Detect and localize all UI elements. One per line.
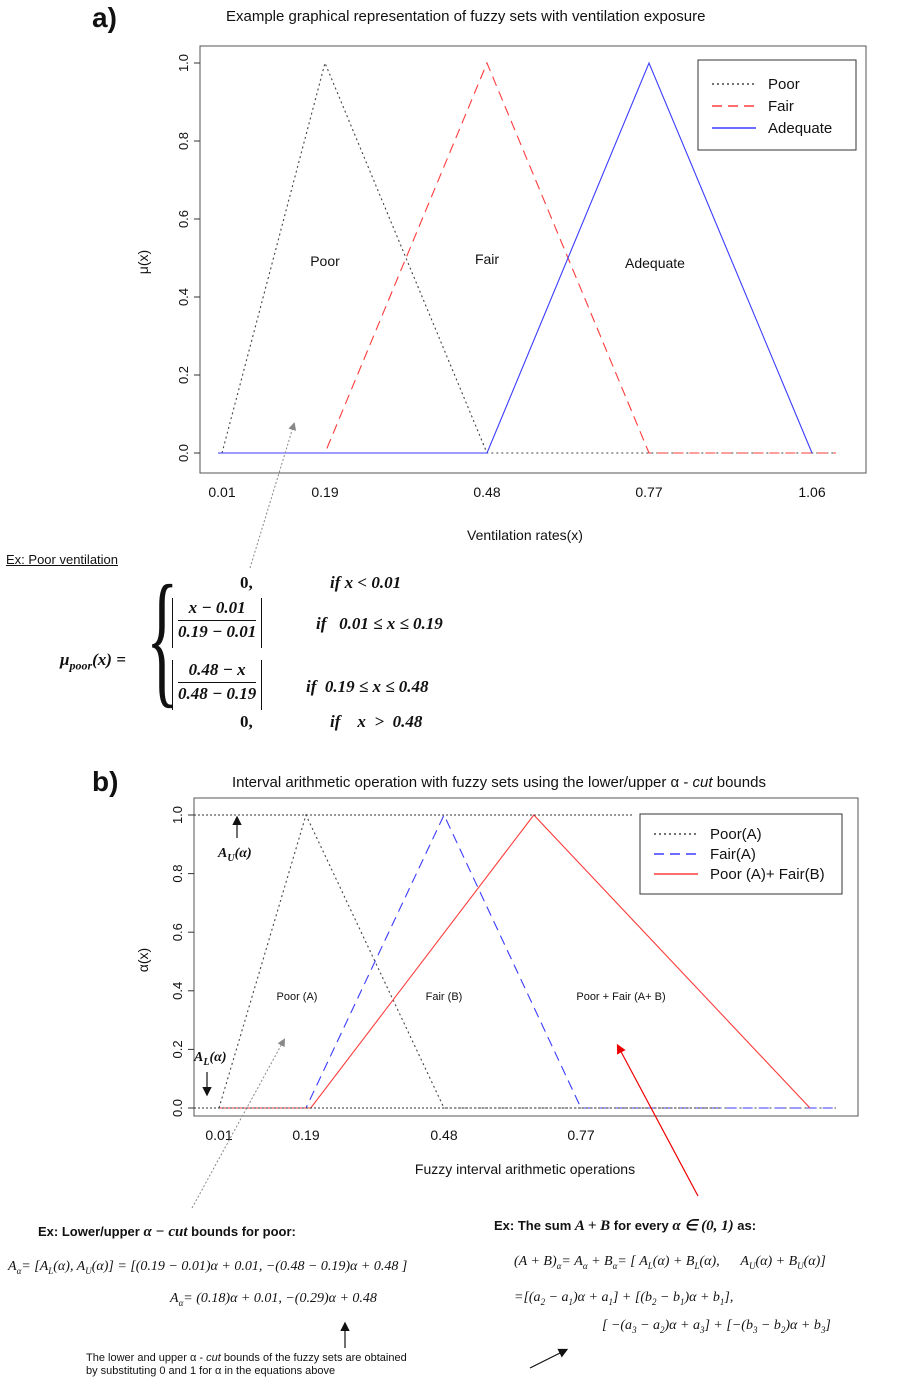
legend-label: Fair <box>768 98 794 115</box>
y-axis-label: μ(x) <box>135 250 151 274</box>
region-label: Poor + Fair (A+ B) <box>576 991 665 1003</box>
x-axis-label: Ventilation rates(x) <box>467 527 583 543</box>
y-tick-label: 0.0 <box>170 1099 185 1117</box>
ex-right-line3: [ −(a3 − a2)α + a3] + [−(b3 − b2)α + b3] <box>602 1318 831 1335</box>
region-label: Poor (A) <box>277 991 318 1003</box>
ex-right-title: Ex: The sum A + B for every α ∈ (0, 1) a… <box>494 1218 757 1234</box>
x-tick-label: 1.06 <box>798 484 825 500</box>
ex-left-line2: Aα= (0.18)α + 0.01, −(0.29)α + 0.48 <box>170 1291 377 1308</box>
y-tick-label: 0.2 <box>176 366 191 384</box>
x-tick-label: 0.19 <box>292 1127 319 1143</box>
region-label: Poor <box>310 253 340 269</box>
y-axis-label: α(x) <box>135 948 151 972</box>
formula-row3-cond: if 0.19 ≤ x ≤ 0.48 <box>306 677 429 696</box>
y-tick-label: 1.0 <box>176 54 191 72</box>
y-tick-label: 0.6 <box>176 210 191 228</box>
al-label: AL(α) <box>194 1050 227 1068</box>
region-label: Fair <box>475 251 499 267</box>
ex-right-line1: (A + B)α= Aα + Bα= [ AL(α) + BL(α), AU(α… <box>514 1254 826 1271</box>
pointer-arrow-b-right <box>616 1043 699 1197</box>
x-tick-label: 0.77 <box>635 484 662 500</box>
legend-box <box>639 813 843 895</box>
region-label: Fair (B) <box>426 991 463 1003</box>
y-tick-label: 0.0 <box>176 444 191 462</box>
y-tick-label: 0.2 <box>170 1040 185 1058</box>
y-tick-label: 0.8 <box>176 132 191 150</box>
y-tick-label: 1.0 <box>170 806 185 824</box>
formula-row2-cond: if 0.01 ≤ x ≤ 0.19 <box>316 614 443 633</box>
ex-left-title: Ex: Lower/upper α − cut bounds for poor: <box>38 1224 296 1240</box>
formula-row1-cond: if x < 0.01 <box>330 573 402 592</box>
y-tick-label: 0.4 <box>176 288 191 306</box>
formula-row4-cond: if x > 0.48 <box>330 712 423 731</box>
legend-box <box>697 59 857 151</box>
y-tick-label: 0.8 <box>170 865 185 883</box>
pointer-arrow-a <box>249 422 297 569</box>
formula-row3-expr: 0.48 − x 0.48 − 0.19 <box>172 660 263 710</box>
note-line1: The lower and upper α - cut bounds of th… <box>86 1352 407 1364</box>
x-tick-label: 0.77 <box>567 1127 594 1143</box>
example-poor-label: Ex: Poor ventilation <box>6 552 119 567</box>
panel-b-title: Interval arithmetic operation with fuzzy… <box>232 774 766 791</box>
ex-right-line2: =[(a2 − a1)α + a1] + [(b2 − b1)α + b1], <box>514 1290 734 1307</box>
chart-a: 0.0 0.2 0.4 0.6 0.8 1.0 0.01 0.19 0.48 0.77 1.06 Ve… <box>135 45 867 543</box>
series-adequate <box>218 61 813 454</box>
legend-label: Adequate <box>768 120 832 137</box>
note-text: The lower and upper α - cut bounds of th… <box>86 1352 407 1378</box>
legend-label: Fair(A) <box>710 846 756 863</box>
note-line2: by substituting 0 and 1 for α in the equ… <box>86 1365 336 1377</box>
plot-frame <box>193 797 859 1117</box>
y-tick-label: 0.4 <box>170 982 185 1000</box>
x-tick-label: 0.01 <box>205 1127 232 1143</box>
x-tick-label: 0.48 <box>473 484 500 500</box>
x-tick-label: 0.01 <box>208 484 235 500</box>
note-arrow-right <box>529 1348 569 1369</box>
panel-b-letter: b) <box>92 766 119 797</box>
x-axis-label: Fuzzy interval arithmetic operations <box>415 1161 635 1177</box>
region-label: Adequate <box>625 255 685 271</box>
series-poor-a-fair-b- <box>219 814 811 1109</box>
x-tick-label: 0.19 <box>311 484 338 500</box>
formula-lhs: μpoor(x) = <box>60 650 126 673</box>
plot-frame <box>199 45 867 474</box>
x-tick-label: 0.48 <box>430 1127 457 1143</box>
legend-label: Poor <box>768 76 800 93</box>
y-tick-label: 0.6 <box>170 923 185 941</box>
formula-row2-expr: x − 0.01 0.19 − 0.01 <box>172 598 263 648</box>
au-label: AU(α) <box>218 846 252 864</box>
panel-a-letter: a) <box>92 2 117 33</box>
ex-left-line1: Aα= [AL(α), AU(α)] = [(0.19 − 0.01)α + 0… <box>8 1259 408 1276</box>
formula-row4-expr: 0, <box>240 712 253 731</box>
formula-row1-expr: 0, <box>240 573 253 592</box>
panel-a-title: Example graphical representation of fuzz… <box>226 8 706 25</box>
legend-label: Poor (A)+ Fair(B) <box>710 866 825 883</box>
legend-label: Poor(A) <box>710 826 762 843</box>
